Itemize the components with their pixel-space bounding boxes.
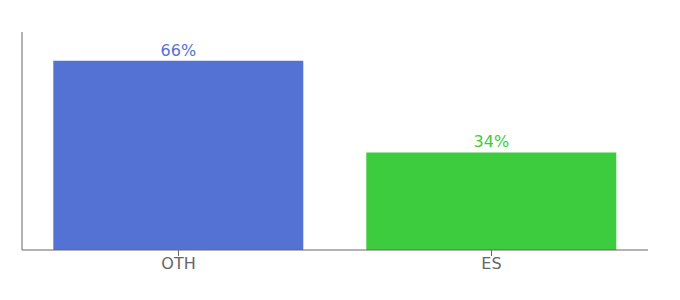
svg-text:66%: 66% [161, 41, 197, 60]
svg-text:34%: 34% [474, 132, 510, 151]
svg-text:OTH: OTH [161, 254, 195, 273]
svg-text:ES: ES [481, 254, 501, 273]
